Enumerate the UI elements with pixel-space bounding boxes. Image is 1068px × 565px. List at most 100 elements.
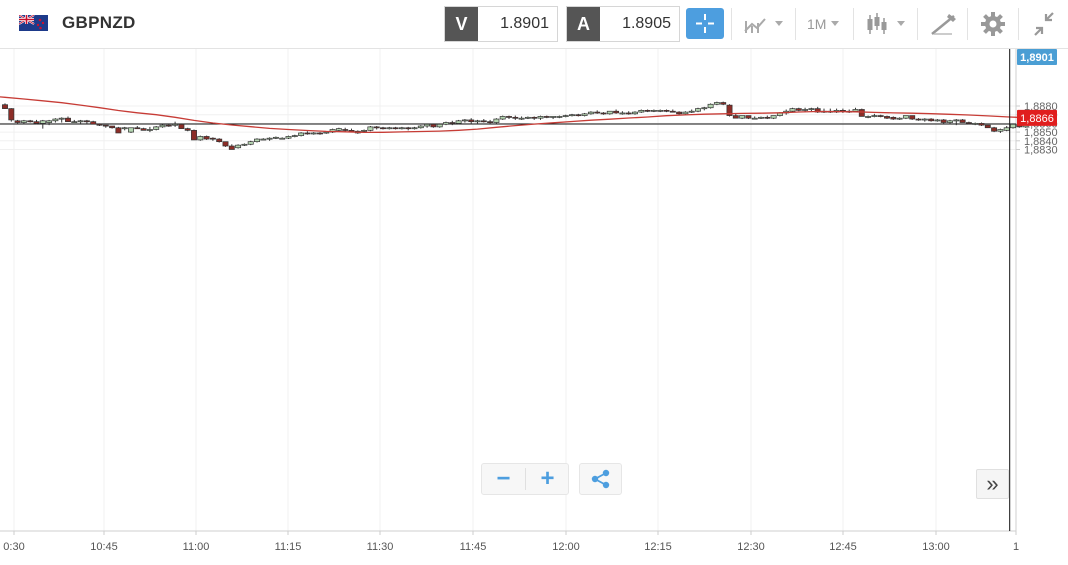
candle xyxy=(121,127,128,130)
candle xyxy=(191,130,197,141)
candle xyxy=(940,119,947,123)
scroll-forward-button[interactable]: » xyxy=(976,469,1009,499)
sell-tag: V xyxy=(445,7,478,41)
candle xyxy=(33,121,40,124)
candle xyxy=(512,116,519,119)
candle xyxy=(701,107,708,110)
candle xyxy=(228,145,235,150)
candle xyxy=(657,109,664,112)
candle xyxy=(140,128,147,131)
candle xyxy=(8,108,15,121)
candlestick-type-button[interactable] xyxy=(859,0,913,48)
candle xyxy=(770,115,777,119)
candle xyxy=(461,119,468,122)
candlestick-icon xyxy=(867,13,905,34)
collapse-button[interactable] xyxy=(1024,0,1064,48)
chart-toolbar: GBPNZD V 1.8901 A 1.8905 1M xyxy=(0,0,1068,49)
ma-value-badge xyxy=(1017,109,1057,126)
settings-button[interactable] xyxy=(973,0,1013,48)
zoom-in-button[interactable]: + xyxy=(540,465,555,492)
candle xyxy=(984,124,991,129)
buy-tag: A xyxy=(567,7,600,41)
candle xyxy=(688,110,695,113)
candle xyxy=(676,111,683,115)
toolbar-separator xyxy=(795,8,796,40)
candle xyxy=(317,132,323,135)
candle xyxy=(1003,127,1010,131)
buy-price-button[interactable]: A 1.8905 xyxy=(566,6,680,42)
y-tick-label: 1,8850 xyxy=(1024,127,1058,139)
candle xyxy=(65,117,71,123)
candle xyxy=(789,108,796,112)
collapse-icon xyxy=(1034,12,1054,36)
candle xyxy=(342,129,349,131)
zoom-controls: − + xyxy=(481,463,569,495)
drawing-tool-button[interactable] xyxy=(922,0,964,48)
price-chart[interactable]: 1,88801,88701,88601,88501,88401,88300:30… xyxy=(0,49,1068,565)
candle xyxy=(644,109,651,112)
candle xyxy=(600,112,607,115)
instrument-symbol: GBPNZD xyxy=(62,13,136,32)
candle xyxy=(449,122,456,124)
candle xyxy=(172,123,179,126)
candle xyxy=(58,117,65,120)
x-tick-label: 0:30 xyxy=(3,541,24,553)
candle xyxy=(947,120,953,123)
candle xyxy=(335,128,342,131)
candle xyxy=(751,117,758,120)
candle xyxy=(487,121,494,124)
candle xyxy=(115,127,122,134)
candle xyxy=(71,121,78,124)
x-tick-label: 13:00 xyxy=(922,541,950,553)
x-tick-label: 12:15 xyxy=(644,541,672,553)
candle xyxy=(997,129,1004,132)
candle xyxy=(953,119,960,122)
candle xyxy=(20,120,27,123)
candle xyxy=(550,116,557,118)
zoom-out-button[interactable]: − xyxy=(496,465,511,492)
candle xyxy=(90,121,97,125)
candle xyxy=(46,120,53,123)
candle xyxy=(411,127,418,130)
candle xyxy=(852,109,859,112)
candle xyxy=(443,122,449,125)
candle xyxy=(638,109,645,113)
candle xyxy=(153,126,160,130)
candle xyxy=(884,116,890,119)
candle xyxy=(298,132,305,136)
candle xyxy=(758,116,764,119)
toolbar-separator xyxy=(731,8,732,40)
candle xyxy=(732,115,739,119)
candle xyxy=(398,127,405,130)
candle xyxy=(386,127,393,130)
candle xyxy=(713,102,720,105)
share-button[interactable] xyxy=(579,463,622,495)
candle xyxy=(1010,123,1016,129)
candle xyxy=(764,116,771,119)
candle xyxy=(83,120,90,123)
candle xyxy=(2,104,8,109)
candle xyxy=(613,110,620,114)
chart-type-button[interactable] xyxy=(739,0,791,48)
candle xyxy=(921,118,928,121)
candle xyxy=(720,102,727,105)
candle xyxy=(934,119,941,122)
zoom-separator xyxy=(525,468,526,490)
candle xyxy=(795,108,802,111)
buy-price: 1.8905 xyxy=(622,15,671,32)
timeframe-button[interactable]: 1M xyxy=(801,0,849,48)
candle xyxy=(184,128,191,131)
candle xyxy=(128,127,134,133)
candle xyxy=(594,111,601,114)
crosshair-toggle-button[interactable] xyxy=(686,8,724,39)
candle xyxy=(928,118,935,122)
ma-value-label: 1,8866 xyxy=(1020,113,1054,125)
candle xyxy=(858,109,865,117)
candle xyxy=(562,115,569,117)
candle xyxy=(102,124,109,127)
candle xyxy=(417,125,424,129)
candle xyxy=(222,141,229,147)
candle xyxy=(556,116,563,118)
sell-price-button[interactable]: V 1.8901 xyxy=(444,6,558,42)
candle xyxy=(430,123,437,128)
